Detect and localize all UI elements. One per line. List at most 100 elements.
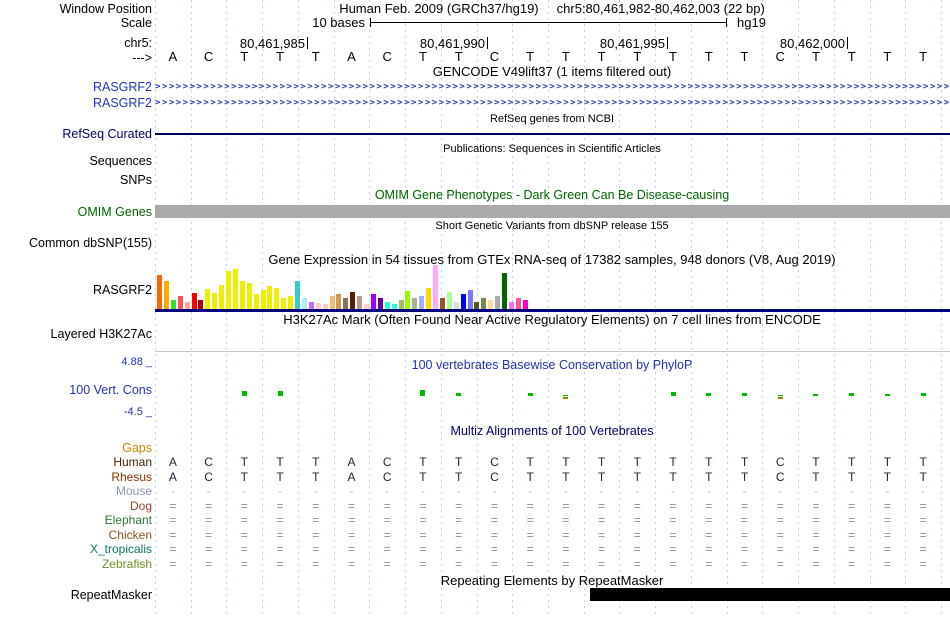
gtex-bar[interactable] xyxy=(253,294,259,309)
track-label-gaps[interactable]: Gaps xyxy=(122,441,152,455)
gtex-bar[interactable] xyxy=(426,288,432,309)
ruler-coordinate: 80,461,990 xyxy=(419,36,485,51)
gtex-bar[interactable] xyxy=(350,292,356,309)
gtex-bar[interactable] xyxy=(322,304,328,309)
track-label-refseq-curated[interactable]: RefSeq Curated xyxy=(62,127,152,141)
gtex-bar[interactable] xyxy=(391,304,397,309)
gtex-bar[interactable] xyxy=(377,298,383,309)
track-label-sequences[interactable]: Sequences xyxy=(89,154,152,168)
gtex-bar[interactable] xyxy=(370,294,376,309)
base-letter: T xyxy=(919,49,928,64)
gridline xyxy=(833,0,835,614)
alignment-gap: = xyxy=(883,542,891,556)
track-label-100-vert-cons[interactable]: 100 Vert. Cons xyxy=(69,383,152,397)
gencode-gene-arrows[interactable]: >>>>>>>>>>>>>>>>>>>>>>>>>>>>>>>>>>>>>>>>… xyxy=(155,82,949,92)
alignment-base: A xyxy=(168,455,177,469)
alignment-gap: - xyxy=(492,484,497,498)
gtex-bar[interactable] xyxy=(308,302,314,309)
alignment-gap: - xyxy=(528,484,533,498)
omim-gene-bar[interactable] xyxy=(155,205,950,218)
gtex-bar[interactable] xyxy=(315,303,321,309)
conservation-tick xyxy=(920,393,926,396)
gtex-bar[interactable] xyxy=(343,298,349,309)
track-label-snps[interactable]: SNPs xyxy=(120,173,152,187)
species-label-human[interactable]: Human xyxy=(113,455,152,469)
alignment-gap: = xyxy=(205,557,213,571)
gtex-bar[interactable] xyxy=(226,271,231,309)
species-label-x-tropicalis[interactable]: X_tropicalis xyxy=(89,542,152,556)
alignment-gap: = xyxy=(883,557,891,571)
gtex-bar[interactable] xyxy=(295,281,300,309)
gtex-bar[interactable] xyxy=(508,302,514,309)
gtex-bar[interactable] xyxy=(467,290,473,309)
gtex-bar[interactable] xyxy=(157,275,162,309)
assembly-label: Human Feb. 2009 (GRCh37/hg19) xyxy=(339,1,539,16)
track-label-gtex-rasgrf2[interactable]: RASGRF2 xyxy=(92,283,152,297)
gtex-bar[interactable] xyxy=(336,294,342,309)
species-label-mouse[interactable]: Mouse xyxy=(115,484,152,498)
conservation-tick xyxy=(706,393,712,396)
gtex-bar[interactable] xyxy=(232,269,238,309)
gtex-bar[interactable] xyxy=(301,298,307,309)
gtex-bar[interactable] xyxy=(163,281,169,309)
species-label-rhesus[interactable]: Rhesus xyxy=(111,470,152,484)
gtex-bar[interactable] xyxy=(205,289,211,309)
species-label-elephant[interactable]: Elephant xyxy=(104,513,152,527)
phylop-track-title: 100 vertebrates Basewise Conservation by… xyxy=(411,358,693,372)
gridline xyxy=(690,0,692,614)
gtex-bar[interactable] xyxy=(460,294,466,309)
track-label-repeatmasker[interactable]: RepeatMasker xyxy=(70,588,152,602)
gtex-bar[interactable] xyxy=(384,302,390,309)
gtex-bar[interactable] xyxy=(274,288,280,309)
gtex-bar[interactable] xyxy=(329,296,335,309)
gtex-bar[interactable] xyxy=(212,293,218,309)
track-label-common-dbsnp[interactable]: Common dbSNP(155) xyxy=(29,236,152,250)
track-label-omim-genes[interactable]: OMIM Genes xyxy=(77,205,152,219)
gtex-bar[interactable] xyxy=(481,298,487,309)
gtex-bar[interactable] xyxy=(488,300,494,309)
gtex-bar[interactable] xyxy=(515,298,521,309)
gtex-bar[interactable] xyxy=(246,283,252,309)
gtex-bar[interactable] xyxy=(522,300,528,309)
gtex-baseline xyxy=(155,309,950,312)
gtex-bar[interactable] xyxy=(502,273,507,309)
gtex-bar[interactable] xyxy=(405,291,411,309)
gtex-bar[interactable] xyxy=(419,296,425,309)
refseq-gene-line[interactable] xyxy=(155,133,950,135)
alignment-gap: = xyxy=(419,499,427,513)
gencode-gene-arrows[interactable]: >>>>>>>>>>>>>>>>>>>>>>>>>>>>>>>>>>>>>>>>… xyxy=(155,98,949,108)
gtex-bar[interactable] xyxy=(260,290,266,309)
gtex-bar[interactable] xyxy=(184,302,190,309)
gtex-bar[interactable] xyxy=(191,293,197,309)
gtex-bar[interactable] xyxy=(474,302,480,309)
gtex-bar[interactable] xyxy=(219,285,225,309)
gtex-bar[interactable] xyxy=(453,302,459,309)
gtex-bar[interactable] xyxy=(364,304,369,309)
alignment-base: T xyxy=(240,470,248,484)
gtex-bar[interactable] xyxy=(446,292,452,309)
alignment-gap: = xyxy=(419,528,427,542)
gtex-bar[interactable] xyxy=(439,298,445,309)
gtex-bar[interactable] xyxy=(398,300,404,309)
track-label-gencode-rasgrf2-2[interactable]: RASGRF2 xyxy=(92,96,152,110)
alignment-gap: = xyxy=(633,499,641,513)
gtex-bar[interactable] xyxy=(433,265,438,309)
gtex-bar[interactable] xyxy=(412,298,418,309)
alignment-gap: = xyxy=(598,513,606,527)
gtex-bar[interactable] xyxy=(288,296,294,309)
gtex-bar[interactable] xyxy=(198,300,204,309)
species-label-dog[interactable]: Dog xyxy=(129,499,152,513)
gridline xyxy=(548,0,549,614)
gtex-bar[interactable] xyxy=(267,286,273,309)
species-label-chicken[interactable]: Chicken xyxy=(108,528,152,542)
species-label-zebrafish[interactable]: Zebrafish xyxy=(101,557,152,571)
repeatmasker-element[interactable] xyxy=(590,588,950,601)
gtex-bar[interactable] xyxy=(170,300,176,309)
gtex-bar[interactable] xyxy=(495,296,501,309)
gtex-bar[interactable] xyxy=(239,281,245,309)
gtex-bar[interactable] xyxy=(357,296,363,309)
track-label-gencode-rasgrf2-1[interactable]: RASGRF2 xyxy=(92,80,152,94)
gtex-bar[interactable] xyxy=(177,296,183,309)
gtex-bar[interactable] xyxy=(281,298,287,309)
track-label-layered-h3k27ac[interactable]: Layered H3K27Ac xyxy=(50,327,152,341)
